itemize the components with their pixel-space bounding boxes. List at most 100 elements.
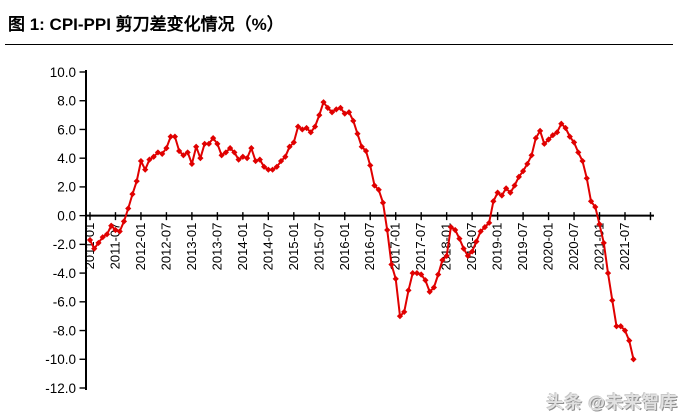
data-point-marker bbox=[498, 192, 505, 199]
data-point-marker bbox=[401, 308, 408, 315]
data-point-marker bbox=[86, 236, 94, 244]
data-point-marker bbox=[609, 297, 616, 304]
x-tick-label: 2019-07 bbox=[515, 223, 530, 271]
data-point-marker bbox=[214, 140, 221, 147]
x-tick-label: 2013-01 bbox=[184, 223, 199, 271]
data-point-marker bbox=[159, 150, 166, 157]
data-point-marker bbox=[299, 126, 306, 133]
data-point-marker bbox=[244, 155, 251, 162]
data-point-marker bbox=[320, 99, 327, 106]
x-tick-label: 2014-07 bbox=[260, 223, 275, 271]
x-tick-label: 2011-07 bbox=[107, 223, 122, 270]
data-point-marker bbox=[515, 173, 522, 180]
data-point-marker bbox=[575, 149, 582, 156]
data-point-marker bbox=[99, 234, 106, 241]
data-point-marker bbox=[120, 218, 128, 225]
data-point-marker bbox=[456, 235, 463, 242]
data-point-marker bbox=[358, 143, 365, 150]
data-point-marker bbox=[103, 231, 111, 238]
data-point-marker bbox=[617, 323, 624, 330]
data-point-marker bbox=[379, 199, 387, 206]
x-tick-label: 2015-01 bbox=[286, 223, 301, 271]
data-point-marker bbox=[176, 147, 183, 155]
data-point-marker bbox=[396, 313, 404, 320]
data-point-marker bbox=[167, 133, 174, 140]
data-point-marker bbox=[621, 327, 629, 334]
data-point-marker bbox=[545, 136, 552, 143]
data-point-marker bbox=[562, 124, 569, 132]
data-point-marker bbox=[413, 269, 421, 277]
y-tick-label: -12.0 bbox=[45, 381, 76, 396]
x-tick-label: 2015-07 bbox=[311, 223, 326, 271]
x-tick-label: 2011-01 bbox=[82, 223, 97, 270]
data-point-marker bbox=[460, 245, 467, 252]
data-point-marker bbox=[171, 133, 179, 140]
data-point-marker bbox=[452, 226, 459, 234]
data-point-marker bbox=[511, 182, 518, 189]
x-tick-label: 2020-01 bbox=[541, 223, 556, 271]
data-point-marker bbox=[137, 157, 145, 165]
data-point-marker bbox=[303, 124, 310, 132]
data-point-marker bbox=[490, 198, 497, 205]
data-point-marker bbox=[596, 221, 603, 228]
data-point-marker bbox=[503, 185, 510, 192]
data-point-marker bbox=[443, 252, 450, 259]
data-point-marker bbox=[486, 219, 493, 226]
data-point-marker bbox=[205, 140, 212, 147]
y-tick-label: 10.0 bbox=[50, 65, 76, 80]
data-point-marker bbox=[579, 157, 586, 165]
data-point-marker bbox=[163, 145, 170, 152]
data-point-marker bbox=[570, 139, 578, 146]
x-tick-label: 2021-07 bbox=[617, 223, 632, 271]
data-point-marker bbox=[142, 166, 149, 173]
data-point-marker bbox=[129, 190, 136, 198]
data-point-marker bbox=[558, 120, 565, 127]
x-tick-label: 2020-07 bbox=[566, 223, 581, 271]
data-point-marker bbox=[248, 145, 255, 152]
data-point-marker bbox=[447, 224, 455, 231]
data-point-marker bbox=[265, 166, 272, 173]
data-point-marker bbox=[150, 153, 157, 160]
data-point-marker bbox=[494, 189, 501, 196]
data-point-marker bbox=[311, 123, 319, 130]
data-point-marker bbox=[307, 129, 314, 136]
y-tick-label: -4.0 bbox=[53, 266, 76, 281]
data-point-marker bbox=[426, 288, 433, 295]
data-point-marker bbox=[392, 275, 399, 282]
data-point-marker bbox=[587, 198, 595, 205]
data-point-marker bbox=[532, 134, 539, 142]
y-tick-label: 8.0 bbox=[57, 94, 76, 109]
data-point-marker bbox=[536, 127, 544, 134]
data-point-marker bbox=[384, 226, 391, 234]
data-point-marker bbox=[541, 140, 548, 147]
data-point-marker bbox=[269, 166, 276, 173]
data-point-marker bbox=[477, 228, 484, 235]
y-tick-label: 4.0 bbox=[57, 151, 76, 166]
x-tick-label: 2014-01 bbox=[235, 223, 250, 271]
data-point-marker bbox=[549, 132, 556, 139]
data-point-marker bbox=[435, 271, 442, 278]
data-point-marker bbox=[388, 261, 395, 268]
data-point-marker bbox=[507, 189, 514, 196]
data-point-marker bbox=[222, 149, 229, 156]
x-tick-label: 2017-07 bbox=[413, 223, 428, 271]
data-point-marker bbox=[464, 252, 471, 259]
data-point-marker bbox=[273, 163, 280, 170]
x-tick-label: 2019-01 bbox=[490, 223, 505, 271]
data-point-marker bbox=[524, 160, 531, 168]
data-point-marker bbox=[260, 163, 268, 170]
data-point-marker bbox=[566, 133, 573, 140]
data-point-marker bbox=[592, 203, 599, 211]
x-tick-label: 2012-07 bbox=[158, 223, 173, 271]
data-point-marker bbox=[294, 123, 302, 130]
data-point-marker bbox=[430, 284, 438, 291]
data-point-marker bbox=[367, 162, 374, 169]
data-point-marker bbox=[316, 111, 323, 119]
data-point-marker bbox=[519, 168, 527, 175]
data-point-marker bbox=[193, 143, 200, 150]
data-point-marker bbox=[210, 134, 217, 142]
data-point-marker bbox=[409, 269, 416, 277]
data-point-marker bbox=[405, 287, 412, 294]
data-point-marker bbox=[337, 104, 344, 112]
